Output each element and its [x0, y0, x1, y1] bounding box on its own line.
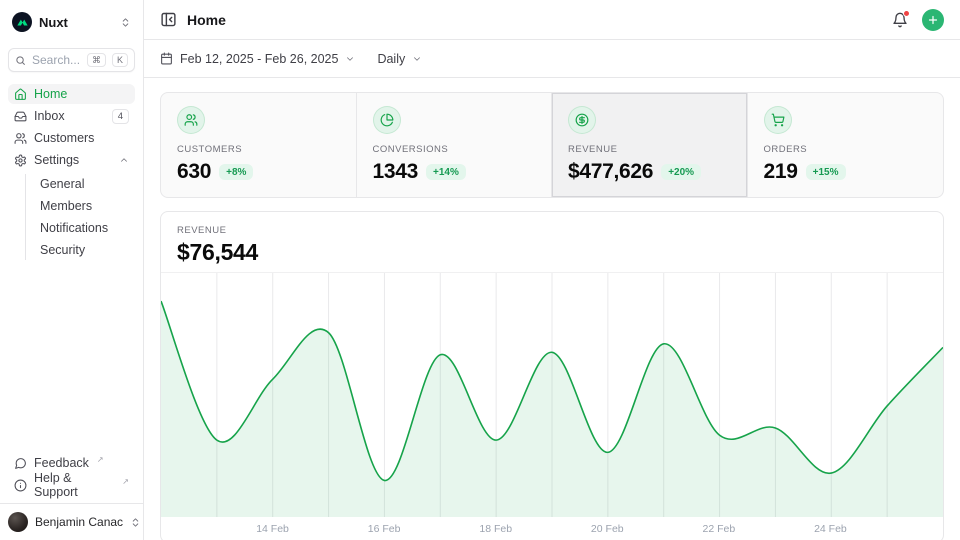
sidebar-footer-links: Feedback ↗ Help & Support↗	[8, 453, 135, 495]
search-input[interactable]: Search... ⌘ K	[8, 48, 135, 72]
stat-delta-badge: +20%	[661, 164, 701, 180]
chevron-down-icon	[345, 54, 355, 64]
date-range-picker[interactable]: Feb 12, 2025 - Feb 26, 2025	[160, 52, 355, 66]
chart-x-axis: 14 Feb 16 Feb 18 Feb 20 Feb 22 Feb 24 Feb	[161, 523, 943, 540]
user-menu[interactable]: Benjamin Canac	[0, 503, 143, 540]
shopping-cart-icon	[764, 106, 792, 134]
footer-link-label: Help & Support	[34, 471, 114, 499]
stats-row: CUSTOMERS 630 +8% CONVERSIONS 1343 +14%	[160, 92, 944, 198]
settings-submenu: General Members Notifications Security	[25, 174, 135, 260]
sub-item-label: Members	[40, 199, 92, 213]
x-axis-label: 14 Feb	[256, 523, 289, 535]
stat-delta-badge: +8%	[219, 164, 253, 180]
home-icon	[14, 88, 27, 101]
dashboard-content: CUSTOMERS 630 +8% CONVERSIONS 1343 +14%	[144, 78, 960, 540]
sidebar-item-label: Settings	[34, 153, 79, 167]
notifications-button[interactable]	[892, 12, 908, 28]
search-icon	[15, 55, 26, 66]
stat-conversions[interactable]: CONVERSIONS 1343 +14%	[357, 93, 553, 197]
stat-label: CONVERSIONS	[373, 144, 536, 155]
sub-item-label: Notifications	[40, 221, 108, 235]
chevron-up-icon	[119, 155, 129, 165]
period-select[interactable]: Daily	[377, 52, 422, 66]
info-circle-icon	[14, 479, 27, 492]
sub-item-label: Security	[40, 243, 85, 257]
kbd-cmd: ⌘	[87, 53, 106, 68]
chart-value: $76,544	[177, 239, 927, 266]
message-bubble-icon	[14, 457, 27, 470]
user-name: Benjamin Canac	[35, 515, 123, 529]
inbox-count-badge: 4	[112, 109, 129, 124]
stat-delta-badge: +15%	[806, 164, 846, 180]
stat-customers[interactable]: CUSTOMERS 630 +8%	[161, 93, 357, 197]
top-bar: Home	[144, 0, 960, 40]
sidebar-item-security[interactable]: Security	[36, 240, 135, 260]
panel-left-close-icon	[160, 11, 177, 28]
x-axis-label: 20 Feb	[591, 523, 624, 535]
sidebar-item-notifications[interactable]: Notifications	[36, 218, 135, 238]
chevrons-up-down-icon	[130, 517, 141, 528]
add-button[interactable]	[922, 9, 944, 31]
collapse-sidebar-button[interactable]	[160, 11, 177, 28]
x-axis-label: 16 Feb	[368, 523, 401, 535]
chart-svg	[161, 273, 943, 517]
sidebar-item-label: Inbox	[34, 109, 65, 123]
filter-toolbar: Feb 12, 2025 - Feb 26, 2025 Daily	[144, 40, 960, 78]
stat-orders[interactable]: ORDERS 219 +15%	[748, 93, 944, 197]
external-link-icon: ↗	[97, 455, 104, 464]
stat-label: ORDERS	[764, 144, 928, 155]
users-icon	[14, 132, 27, 145]
sidebar-item-settings[interactable]: Settings	[8, 150, 135, 170]
x-axis-label: 22 Feb	[702, 523, 735, 535]
kbd-k: K	[112, 53, 128, 68]
users-icon	[177, 106, 205, 134]
stat-value: $477,626	[568, 160, 653, 184]
x-axis-label: 18 Feb	[479, 523, 512, 535]
circle-dollar-icon	[568, 106, 596, 134]
workspace-name: Nuxt	[39, 15, 68, 30]
footer-link-label: Feedback	[34, 456, 89, 470]
gear-icon	[14, 154, 27, 167]
avatar	[8, 512, 28, 532]
external-link-icon: ↗	[122, 477, 129, 486]
x-axis-label: 24 Feb	[814, 523, 847, 535]
page-title: Home	[187, 12, 226, 28]
period-label: Daily	[377, 52, 405, 66]
main-area: Home Feb 12, 2025 - Feb 26, 2025	[144, 0, 960, 540]
calendar-icon	[160, 52, 173, 65]
chart-label: REVENUE	[177, 225, 927, 236]
sub-item-label: General	[40, 177, 84, 191]
date-range-label: Feb 12, 2025 - Feb 26, 2025	[180, 52, 338, 66]
search-placeholder: Search...	[32, 53, 81, 67]
chevron-down-icon	[412, 54, 422, 64]
sidebar-item-home[interactable]: Home	[8, 84, 135, 104]
sidebar-item-label: Home	[34, 87, 67, 101]
feedback-link[interactable]: Feedback ↗	[8, 453, 135, 473]
stat-value: 219	[764, 160, 798, 184]
notification-dot	[903, 10, 910, 17]
plus-icon	[927, 14, 939, 26]
nuxt-logo-icon	[12, 12, 32, 32]
workspace-selector[interactable]: Nuxt	[8, 8, 135, 36]
sidebar-menu: Home Inbox 4 Customers Settings	[8, 84, 135, 260]
stat-revenue[interactable]: REVENUE $477,626 +20%	[552, 93, 748, 197]
chart-pie-icon	[373, 106, 401, 134]
stat-label: REVENUE	[568, 144, 731, 155]
sidebar-item-label: Customers	[34, 131, 94, 145]
sidebar-item-general[interactable]: General	[36, 174, 135, 194]
stat-label: CUSTOMERS	[177, 144, 340, 155]
revenue-area-chart	[161, 272, 943, 517]
sidebar-item-customers[interactable]: Customers	[8, 128, 135, 148]
stat-value: 630	[177, 160, 211, 184]
stat-delta-badge: +14%	[426, 164, 466, 180]
revenue-chart-card: REVENUE $76,544 14 Feb 16 Feb 18 Feb 20 Feb…	[160, 211, 944, 540]
chevrons-up-down-icon	[120, 17, 131, 28]
sidebar-item-inbox[interactable]: Inbox 4	[8, 106, 135, 126]
help-support-link[interactable]: Help & Support↗	[8, 475, 135, 495]
sidebar-item-members[interactable]: Members	[36, 196, 135, 216]
inbox-icon	[14, 110, 27, 123]
stat-value: 1343	[373, 160, 419, 184]
sidebar: Nuxt Search... ⌘ K Home	[0, 0, 144, 540]
